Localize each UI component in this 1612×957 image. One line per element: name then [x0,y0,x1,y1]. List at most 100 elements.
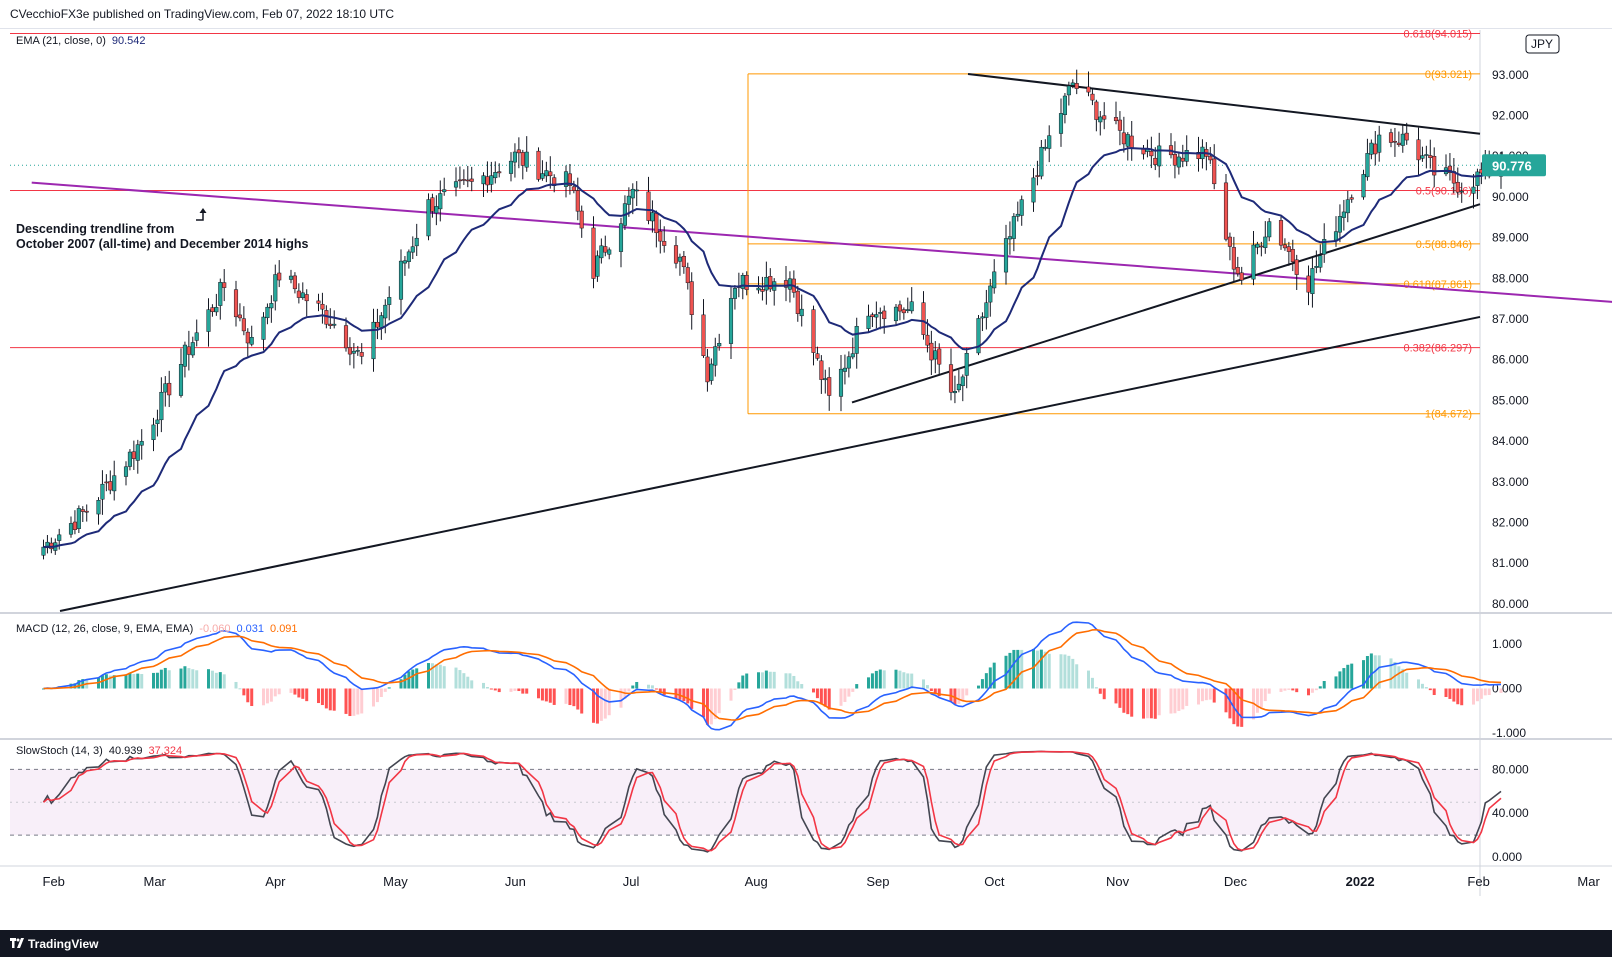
macd-histogram-bar [1047,653,1051,689]
macd-histogram-bar [925,685,929,689]
candle-body [516,149,521,154]
macd-histogram-bar [1177,688,1181,711]
macd-histogram-bar [1456,688,1460,705]
macd-histogram-bar [631,685,635,689]
candle-body [135,444,140,461]
macd-histogram-bar [415,668,419,689]
stoch-legend[interactable]: SlowStoch (14, 3) 40.939 37.324 [16,745,182,757]
candle-body [182,344,187,367]
descending-trendline [31,181,1612,303]
macd-histogram-bar [1487,688,1491,696]
candle-body [795,290,800,314]
candle-body [328,323,333,326]
candle-body [673,245,679,264]
macd-histogram-bar [980,679,984,689]
candle-body [481,175,486,185]
macd-histogram-bar [1452,688,1456,702]
macd-histogram-bar [407,671,411,689]
candle-body [1141,148,1146,155]
fib-level-label: 0.5(88.846) [1416,239,1472,251]
macd-histogram-bar [1181,688,1185,710]
candle-body [1227,236,1232,247]
macd-histogram-bar [1098,688,1102,694]
candle-body [823,378,828,381]
candle-body [430,197,435,212]
macd-group: 1.000 0.000 -1.000 [42,621,1526,740]
candle-body [406,251,411,262]
macd-histogram-bar [678,688,682,700]
macd-histogram-bar [242,688,246,696]
candle-body [461,179,466,181]
macd-histogram-bar [847,688,851,697]
macd-histogram-bar [690,688,694,709]
candle-body [269,303,274,309]
macd-tick-label: -1.000 [1492,726,1526,740]
macd-histogram-bar [709,688,713,725]
ema-line [43,147,1502,549]
macd-histogram-bar [1295,688,1299,693]
macd-histogram-bar [1475,688,1479,702]
macd-histogram-bar [772,671,776,689]
macd-histogram-bar [874,670,878,689]
candle-body [1015,213,1020,217]
macd-histogram-bar [356,688,360,715]
candle-body [1255,243,1260,248]
macd-histogram-bar [1094,687,1098,689]
candle-body [489,175,494,185]
ema-label: EMA (21, close, 0) [16,35,106,47]
macd-legend[interactable]: MACD (12, 26, close, 9, EMA, EMA) -0.060 0… [16,623,298,635]
candle-body [123,466,129,477]
candle-body [1157,145,1162,167]
macd-histogram-bar [1397,666,1401,689]
candle-body [650,212,655,222]
candle-body [1231,247,1236,270]
candle-body [1420,155,1425,159]
candle-body [112,475,117,492]
macd-histogram-bar [788,673,792,689]
macd-histogram-bar [301,688,305,699]
macd-histogram-bar [265,688,269,704]
candle-body [1208,155,1213,161]
macd-histogram-bar [517,688,521,692]
candle-body [222,282,227,288]
macd-histogram-bar [140,674,144,689]
candle-body [815,353,820,359]
x-axis-label: May [383,874,408,889]
candle-body [1011,216,1016,239]
candle-body [457,179,462,182]
macd-histogram-bar [324,688,328,709]
candle-body [819,360,824,380]
candle-body [72,521,77,530]
macd-histogram-bar [277,688,281,695]
macd-histogram-bar [438,664,442,689]
candle-body [563,171,569,187]
macd-histogram-bar [933,688,937,694]
macd-histogram-bar [132,673,136,689]
macd-histogram-bar [686,688,690,704]
candle-body [1404,132,1409,141]
x-axis-label: Apr [265,874,286,889]
macd-histogram-bar [1362,660,1365,689]
macd-hist-value: -0.060 [199,623,231,635]
macd-histogram-bar [1142,688,1145,719]
macd-histogram-bar [1114,688,1118,704]
stoch-label: SlowStoch (14, 3) [16,745,103,757]
macd-histogram-bar [442,666,446,689]
macd-histogram-bar [1472,688,1475,705]
macd-histogram-bar [894,669,898,689]
macd-histogram-bar [867,677,870,689]
ema-legend[interactable]: EMA (21, close, 0) 90.542 [16,35,146,47]
candle-body [316,300,321,304]
macd-histogram-bar [246,688,250,703]
macd-histogram-bar [434,664,438,689]
candle-body [1259,245,1264,248]
macd-line [43,621,1502,731]
candle-body [288,275,294,280]
candle-body [163,383,168,393]
macd-histogram-bar [411,669,415,689]
macd-histogram-bar [654,688,658,690]
macd-histogram-bar [1460,688,1464,706]
candle-body [1043,146,1048,149]
candle-body [1239,272,1244,281]
